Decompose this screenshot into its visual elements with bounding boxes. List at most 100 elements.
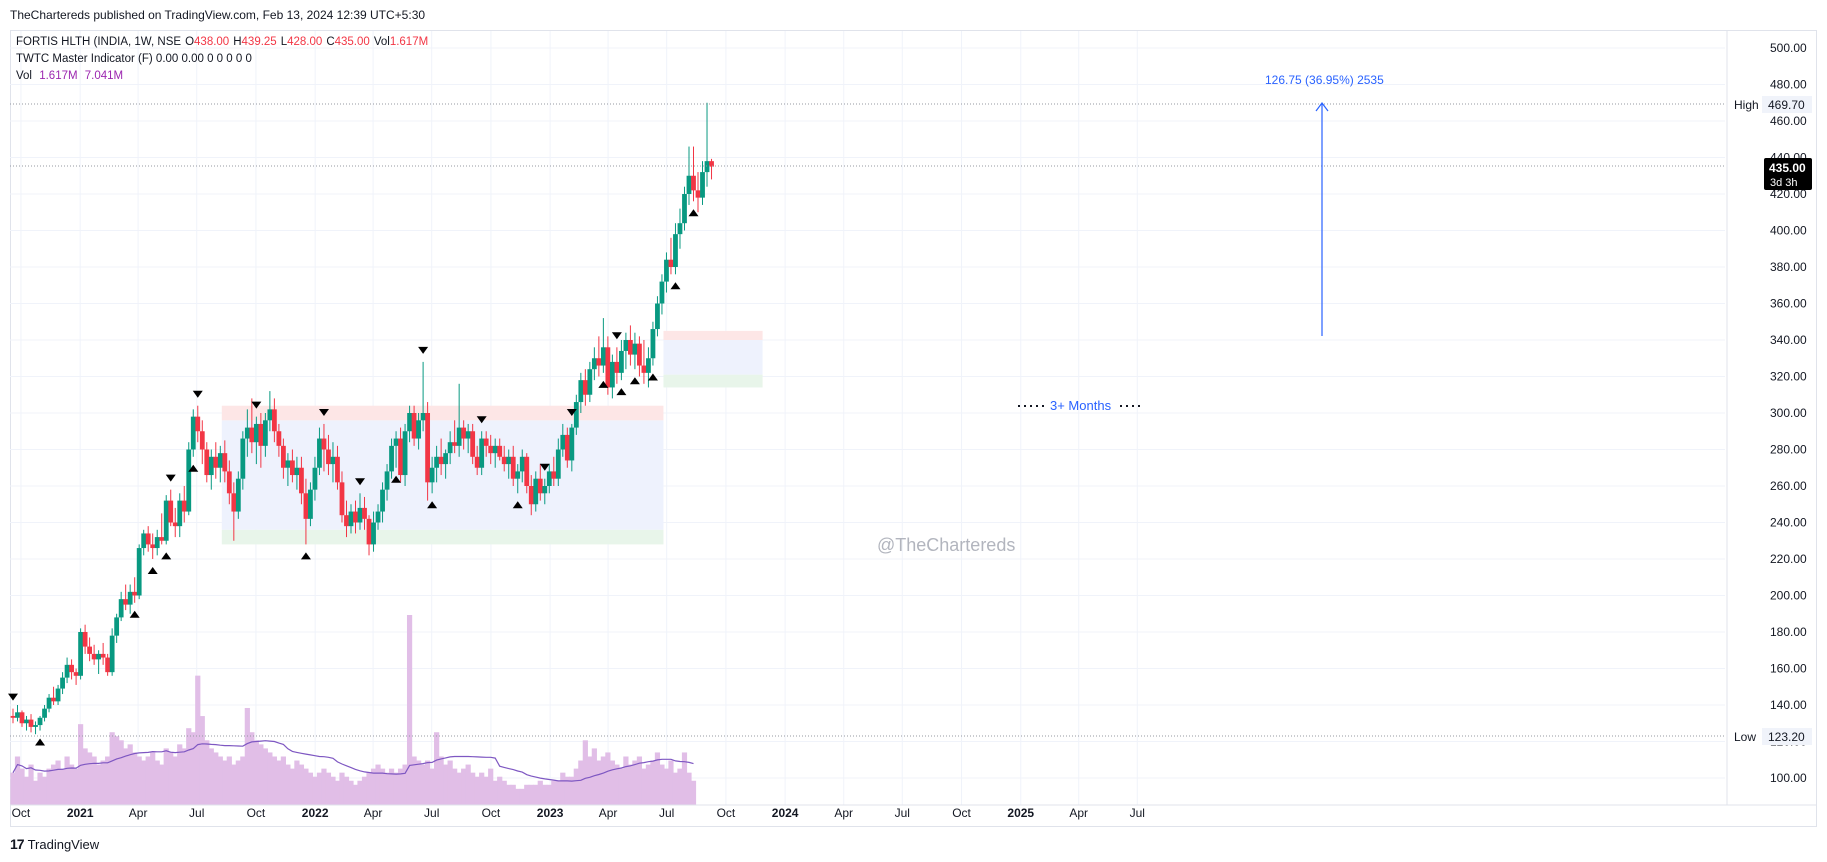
price-axis[interactable]: 100.00120.00140.00160.00180.00200.00220.… — [1726, 31, 1807, 805]
price-tick-label: 200.00 — [1770, 589, 1807, 603]
watermark: @TheChartereds — [877, 535, 1015, 555]
volume-bar — [222, 760, 228, 805]
candle-up — [308, 489, 313, 519]
candle-up — [177, 500, 183, 527]
candle-down — [605, 347, 611, 388]
candle-up — [267, 409, 273, 421]
time-tick-label: Apr — [599, 806, 618, 820]
candle-down — [73, 672, 79, 676]
volume-bar — [397, 768, 404, 805]
candle-up — [555, 449, 561, 479]
volume-bar — [105, 756, 111, 805]
candle-down — [91, 653, 97, 660]
volume-bar — [190, 732, 196, 805]
volume-bar — [23, 776, 30, 805]
candle-up — [682, 194, 687, 224]
time-tick-label: Jul — [424, 806, 439, 820]
candle-down — [299, 467, 304, 494]
volume-bar — [672, 772, 679, 805]
candle-down — [100, 653, 106, 658]
candle-down — [628, 340, 633, 355]
legend-close: 435.00 — [334, 36, 370, 48]
sell-signal-marker — [165, 474, 176, 482]
volume-bar — [127, 744, 133, 805]
volume-bar — [650, 760, 656, 805]
volume-bar — [303, 768, 309, 805]
tradingview-brand: TradingView — [27, 836, 100, 852]
volume-bar — [82, 748, 88, 805]
candle-down — [641, 365, 647, 373]
high-tag-value-box — [1762, 96, 1812, 113]
volume-bar — [479, 772, 485, 805]
price-tick-label: 180.00 — [1770, 625, 1807, 639]
candle-down — [249, 427, 255, 443]
volume-bar — [41, 776, 48, 805]
volume-bar — [267, 752, 273, 805]
candle-up — [673, 234, 678, 267]
volume-bar — [582, 740, 588, 805]
legend-vol-ma-value: 7.041M — [84, 70, 124, 82]
volume-bar — [564, 776, 570, 805]
legend-ohlc-row: FORTIS HLTH (INDIA, 1W, NSE O438.00 H439.2… — [16, 34, 432, 51]
volume-bar — [627, 764, 634, 805]
volume-bar — [600, 756, 606, 805]
candle-down — [695, 190, 701, 198]
candle-up — [429, 467, 435, 483]
volume-bar — [605, 752, 611, 805]
volume-bar — [87, 752, 93, 805]
candle-up — [465, 431, 471, 439]
time-tick-label: Jul — [895, 806, 910, 820]
candle-down — [222, 453, 228, 472]
volume-bar — [271, 756, 277, 805]
candle-down — [637, 343, 642, 366]
volume-bar — [321, 768, 327, 805]
candle-up — [371, 522, 376, 545]
candle-down — [501, 456, 507, 465]
volume-bar — [370, 768, 377, 805]
tradingview-logo[interactable]: 17 TradingView — [10, 836, 99, 852]
legend-symbol: FORTIS HLTH (INDIA, 1W, NSE — [16, 36, 182, 48]
candle-up — [380, 489, 385, 512]
candle-up — [600, 347, 606, 366]
candle-up — [623, 340, 629, 351]
volume-bar — [677, 768, 683, 805]
volume-bar — [591, 748, 597, 805]
buy-signal-marker — [35, 738, 46, 746]
legend-close-label: C — [326, 36, 335, 48]
candle-up — [578, 380, 584, 403]
volume-bar — [492, 780, 498, 805]
sell-signal-marker — [318, 408, 329, 416]
time-tick-label: 2022 — [302, 806, 329, 820]
price-tick-label: 460.00 — [1770, 114, 1807, 128]
candle-down — [596, 358, 602, 366]
volume-bar — [686, 772, 692, 805]
candle-up — [262, 420, 268, 446]
buy-signal-marker — [512, 501, 523, 509]
time-tick-label: Jul — [659, 806, 674, 820]
volume-bar — [316, 772, 323, 805]
volume-bar — [249, 732, 255, 805]
price-tick-label: 300.00 — [1770, 406, 1807, 420]
volume-bar — [186, 728, 192, 805]
time-tick-label: 2024 — [772, 806, 799, 820]
candle-down — [132, 591, 138, 596]
time-axis[interactable]: Oct 2021 Apr Jul Oct 2022 Apr Jul Oct 2023 Apr Jul O… — [10, 804, 1817, 820]
candle-down — [276, 431, 282, 446]
candle-down — [19, 712, 25, 724]
volume-bar — [379, 768, 386, 805]
candle-down — [709, 161, 714, 167]
candle-up — [587, 369, 593, 395]
candle-down — [145, 533, 151, 545]
volume-bar — [654, 752, 661, 805]
sell-signal-marker — [418, 346, 429, 354]
sell-signal-marker — [251, 401, 262, 409]
buy-signal-marker — [188, 464, 199, 472]
volume-bar — [429, 768, 435, 805]
candle-up — [240, 438, 246, 479]
volume-bar — [204, 740, 210, 805]
volume-bar — [546, 784, 552, 805]
legend-low-label: L — [280, 36, 288, 48]
price-tick-label: 260.00 — [1770, 479, 1807, 493]
volume-bar — [46, 768, 52, 805]
